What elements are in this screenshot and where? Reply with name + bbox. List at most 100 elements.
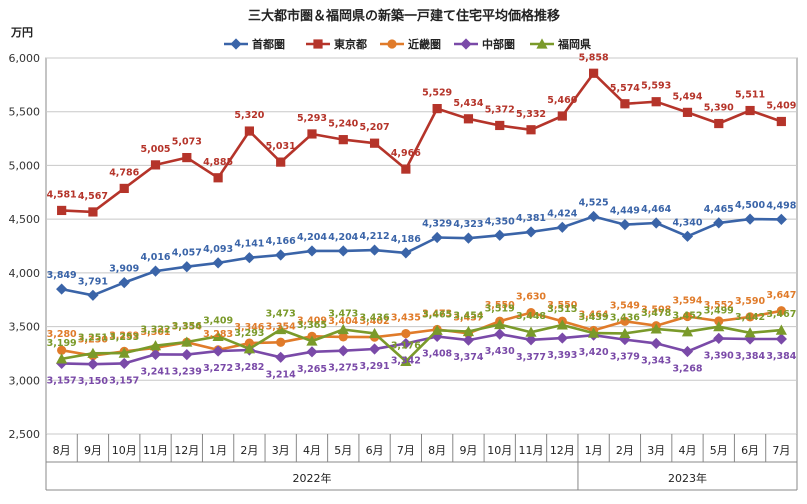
data-point bbox=[776, 306, 786, 316]
data-label: 3,549 bbox=[610, 300, 640, 311]
legend-label: 福岡県 bbox=[557, 37, 591, 51]
data-label: 4,525 bbox=[579, 197, 609, 208]
data-point bbox=[681, 326, 694, 337]
x-tick-label: 3月 bbox=[272, 444, 290, 457]
data-label: 4,350 bbox=[485, 216, 515, 227]
data-label: 3,283 bbox=[203, 329, 233, 340]
data-point bbox=[681, 345, 694, 358]
x-tick-label: 2月 bbox=[240, 444, 258, 457]
data-point bbox=[338, 135, 348, 145]
x-tick-label: 8月 bbox=[428, 444, 446, 457]
x-tick-label: 3月 bbox=[647, 444, 665, 457]
data-label: 5,332 bbox=[516, 109, 546, 120]
legend-marker bbox=[460, 38, 472, 50]
data-label: 4,465 bbox=[704, 204, 734, 215]
data-point bbox=[526, 308, 536, 318]
data-point bbox=[744, 213, 756, 225]
legend-label: 近畿圏 bbox=[408, 37, 441, 51]
data-label: 4,057 bbox=[172, 248, 202, 259]
data-label: 3,909 bbox=[109, 264, 139, 275]
data-label: 3,499 bbox=[704, 306, 734, 317]
data-label: 5,511 bbox=[735, 90, 765, 101]
data-label: 3,343 bbox=[641, 355, 671, 366]
data-label: 4,498 bbox=[766, 200, 796, 211]
data-point bbox=[619, 333, 631, 346]
data-label: 3,150 bbox=[78, 376, 108, 387]
y-tick-label: 3,000 bbox=[9, 374, 41, 387]
data-point bbox=[275, 249, 287, 261]
data-point bbox=[119, 183, 129, 194]
data-label: 3,436 bbox=[360, 312, 390, 323]
data-label: 3,384 bbox=[735, 351, 765, 362]
data-label: 3,356 bbox=[172, 321, 202, 332]
data-point bbox=[620, 316, 630, 326]
data-label: 3,404 bbox=[328, 316, 358, 327]
data-label: 3,379 bbox=[610, 352, 640, 363]
data-point bbox=[619, 327, 631, 339]
data-point bbox=[714, 118, 724, 129]
x-tick-label: 9月 bbox=[84, 444, 102, 457]
data-point bbox=[494, 318, 506, 330]
data-point bbox=[57, 345, 67, 355]
data-label: 5,031 bbox=[266, 141, 296, 152]
data-label: 3,157 bbox=[109, 375, 139, 386]
data-label: 4,786 bbox=[109, 167, 139, 178]
data-label: 5,320 bbox=[234, 110, 264, 121]
data-point bbox=[212, 345, 224, 357]
data-label: 3,354 bbox=[266, 321, 296, 332]
data-label: 3,590 bbox=[735, 296, 765, 307]
data-label: 3,390 bbox=[704, 350, 734, 361]
legend-label: 首都圏 bbox=[252, 37, 285, 51]
legend-marker bbox=[230, 38, 242, 50]
data-point bbox=[306, 335, 318, 346]
data-label: 3,280 bbox=[47, 329, 77, 340]
data-point bbox=[118, 347, 130, 358]
data-point bbox=[744, 327, 756, 338]
data-label: 3,478 bbox=[641, 308, 671, 319]
data-label: 5,073 bbox=[172, 137, 202, 148]
data-point bbox=[181, 261, 193, 273]
x-tick-label: 6月 bbox=[741, 444, 759, 457]
data-point bbox=[432, 103, 442, 114]
data-label: 3,301 bbox=[140, 327, 170, 338]
y-tick-label: 5,500 bbox=[9, 106, 41, 119]
data-point bbox=[87, 347, 99, 358]
x-tick-label: 7月 bbox=[397, 444, 415, 457]
data-label: 4,449 bbox=[610, 206, 640, 217]
legend-marker bbox=[313, 39, 323, 49]
data-label: 3,409 bbox=[203, 315, 233, 326]
data-point bbox=[337, 245, 349, 257]
data-point bbox=[212, 330, 224, 341]
data-point bbox=[651, 97, 661, 107]
data-point bbox=[463, 114, 474, 124]
y-unit-label: 万円 bbox=[10, 26, 33, 39]
data-point bbox=[494, 229, 506, 241]
data-point bbox=[276, 337, 286, 347]
data-label: 4,966 bbox=[391, 148, 421, 159]
data-label: 5,207 bbox=[360, 122, 390, 133]
data-point bbox=[57, 205, 67, 216]
data-point bbox=[400, 337, 412, 350]
x-tick-label: 8月 bbox=[53, 444, 71, 457]
legend-label: 東京都 bbox=[334, 37, 367, 51]
x-tick-label: 10月 bbox=[487, 444, 512, 457]
data-point bbox=[243, 252, 255, 264]
x-tick-label: 10月 bbox=[112, 444, 137, 457]
year-group-label: 2022年 bbox=[292, 471, 331, 485]
data-label: 5,494 bbox=[672, 91, 702, 102]
data-label: 3,473 bbox=[422, 308, 452, 319]
data-point bbox=[713, 321, 725, 332]
y-tick-label: 3,500 bbox=[9, 321, 41, 334]
data-label: 3,552 bbox=[704, 300, 734, 311]
data-label: 3,519 bbox=[485, 304, 515, 315]
data-point bbox=[369, 138, 380, 148]
data-point bbox=[775, 333, 787, 345]
data-label: 4,464 bbox=[641, 204, 671, 215]
data-label: 3,442 bbox=[735, 312, 765, 323]
data-point bbox=[650, 217, 662, 229]
data-label: 3,594 bbox=[672, 295, 702, 306]
data-point bbox=[275, 351, 287, 363]
data-label: 5,574 bbox=[610, 83, 640, 94]
